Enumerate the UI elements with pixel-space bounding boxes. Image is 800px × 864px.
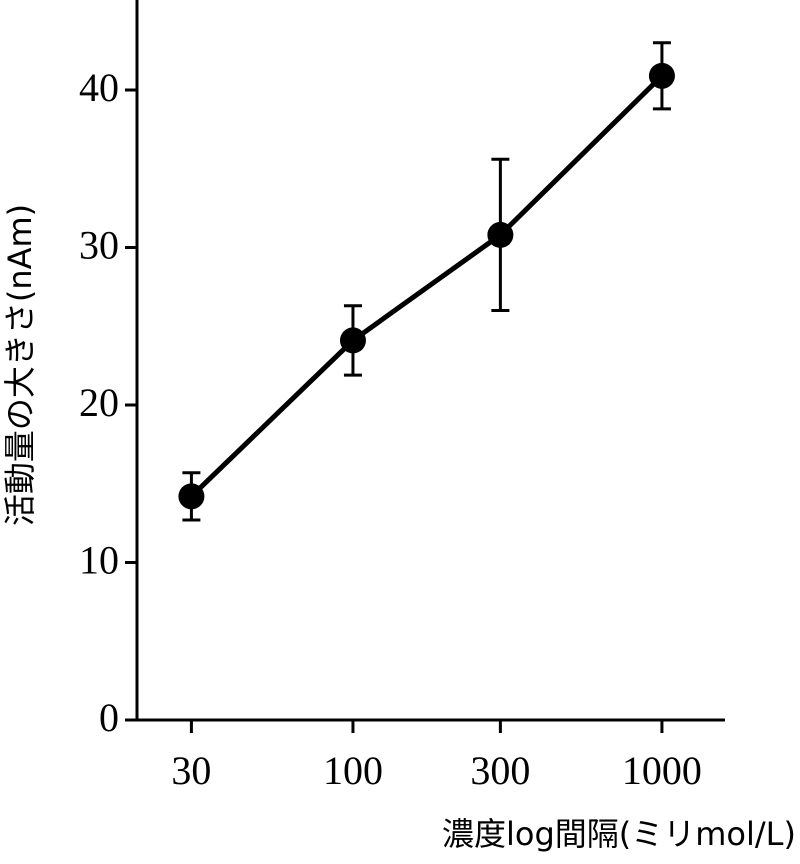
data-line [189,74,664,499]
y-tick-label: 20 [79,380,119,425]
x-tick-label: 100 [323,748,383,793]
x-axis-label: 濃度log間隔(ミリmol/L) [442,815,796,853]
data-point [487,221,514,248]
data-point [339,327,366,354]
y-tick-label: 40 [79,65,119,110]
y-axis-label: 活動量の大きさ(nAm) [1,204,39,526]
x-tick-label: 1000 [622,748,702,793]
data-point [648,62,675,89]
x-tick-label: 30 [171,748,211,793]
y-tick-label: 30 [79,223,119,268]
y-tick-label: 10 [79,538,119,583]
y-tick-label: 0 [99,695,119,740]
data-point [178,483,205,510]
x-tick-label: 300 [470,748,530,793]
